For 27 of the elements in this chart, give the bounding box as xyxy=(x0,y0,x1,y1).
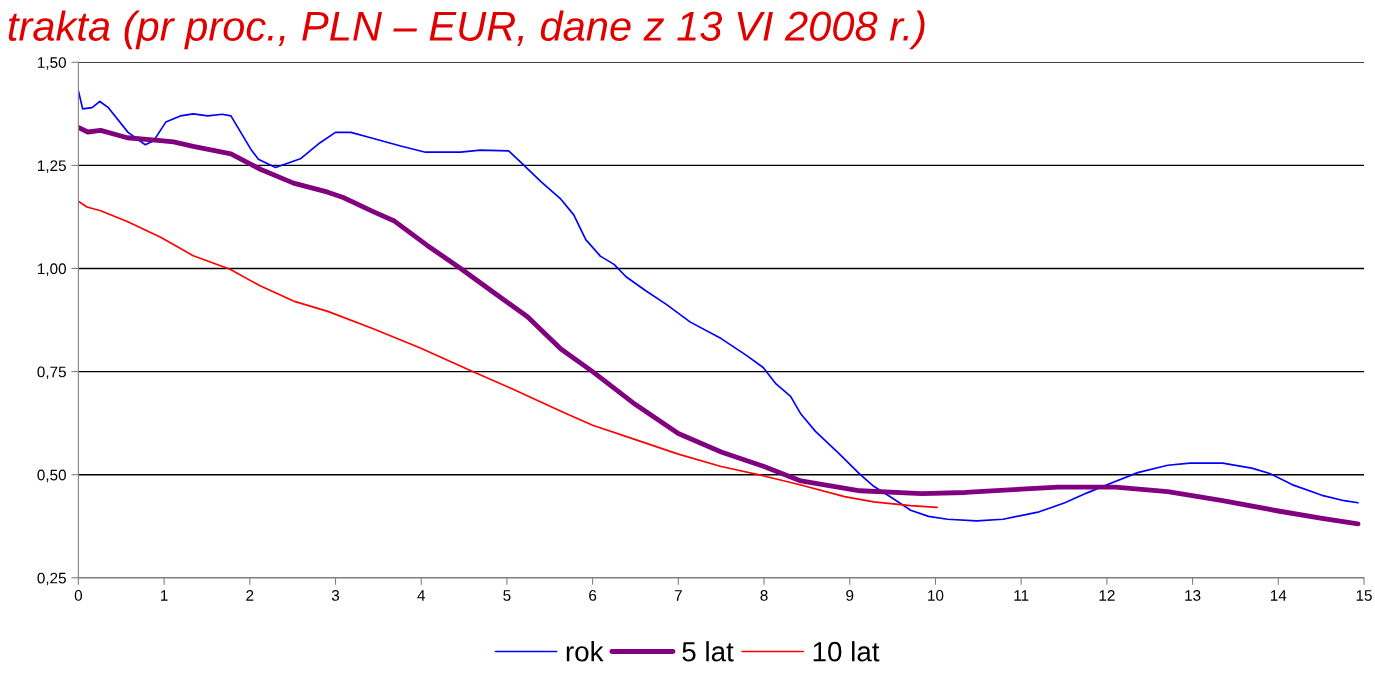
x-tick-label: 2 xyxy=(246,590,254,601)
line-series xyxy=(78,200,939,509)
x-tick-label: 13 xyxy=(1185,590,1201,601)
y-tick-label: 1,25 xyxy=(38,160,66,173)
legend-label: 5 lat xyxy=(682,641,734,662)
y-tick-label: 1,50 xyxy=(38,57,66,70)
x-tick-label: 4 xyxy=(417,590,426,601)
x-tick-label: 8 xyxy=(760,590,768,601)
x-tick-label: 11 xyxy=(1014,590,1029,601)
x-tick-label: 9 xyxy=(846,590,854,601)
y-tick-label: 1,00 xyxy=(38,263,66,276)
x-tick-label: 3 xyxy=(331,590,340,601)
x-tick-label: 14 xyxy=(1270,590,1287,601)
x-tick-label: 6 xyxy=(589,590,597,601)
x-tick-label: 1 xyxy=(161,590,168,601)
x-tick-label: 5 xyxy=(503,590,511,601)
chart-title: trakta (pr proc., PLN – EUR, dane z 13 VI 2008 r.) xyxy=(8,10,925,50)
x-tick-label: 0 xyxy=(74,590,83,601)
x-tick-label: 12 xyxy=(1099,590,1115,601)
x-tick-label: 7 xyxy=(674,590,682,601)
y-tick-label: 0,75 xyxy=(37,366,66,380)
legend-label: 10 lat xyxy=(813,641,880,662)
legend-label: rok xyxy=(566,641,604,662)
x-tick-label: 15 xyxy=(1356,590,1372,601)
y-tick-label: 0,25 xyxy=(37,572,66,586)
x-tick-label: 10 xyxy=(928,590,944,601)
y-tick-label: 0,50 xyxy=(37,469,66,483)
